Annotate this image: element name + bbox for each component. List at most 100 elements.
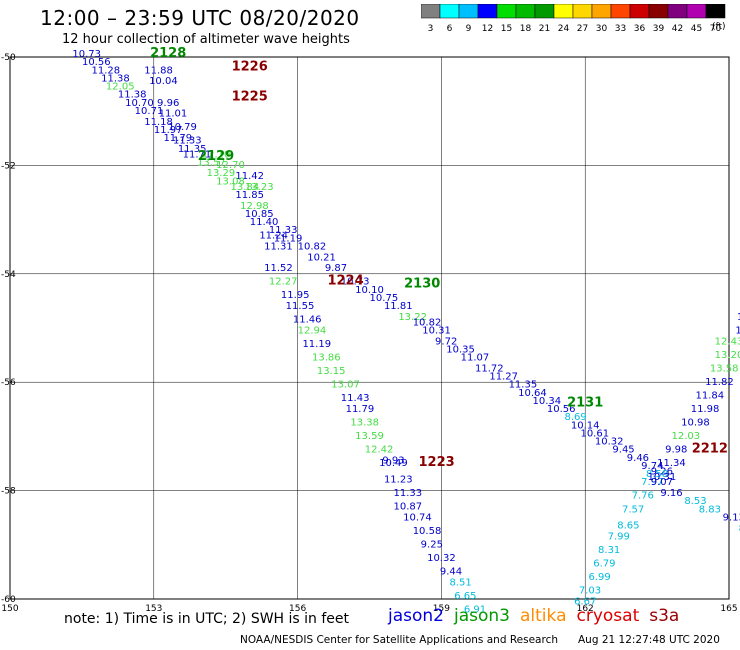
sat-jason2: jason2 <box>388 606 444 626</box>
wave-height-label: 10.04 <box>149 76 178 87</box>
wave-height-label: 8. <box>739 523 740 534</box>
wave-height-label: 13.23 <box>245 182 274 193</box>
wave-height-label: 12.94 <box>298 325 327 336</box>
wave-height-label: 11.38 <box>118 90 147 101</box>
wave-height-label: 6.91 <box>464 605 486 616</box>
color-scale-label: 3 <box>428 24 434 34</box>
x-tick-label: 159 <box>433 604 450 614</box>
wave-height-label: 9.45 <box>612 445 634 456</box>
wave-height-label: 13.20 <box>715 350 740 361</box>
wave-height-label: 11.84 <box>696 390 725 401</box>
x-tick-label: 153 <box>145 604 162 614</box>
wave-height-label: 11.38 <box>101 73 130 84</box>
wave-height-label: 11.40 <box>250 217 279 228</box>
wave-height-label: 11.28 <box>92 65 121 76</box>
wave-height-label: 9.13 <box>723 512 740 523</box>
color-scale-label: 9 <box>466 24 472 34</box>
wave-height-label: 8.58 <box>646 469 668 480</box>
wave-height-label: 9.98 <box>665 445 687 456</box>
color-swatch <box>705 4 726 19</box>
wave-height-label: 6.67 <box>574 596 596 607</box>
wave-height-label: 10.49 <box>379 458 408 469</box>
sat-s3a: s3a <box>649 606 680 626</box>
wave-height-label: 11.81 <box>384 301 413 312</box>
wave-height-label: 7.57 <box>622 504 644 515</box>
chart-title: 12:00 – 23:59 UTC 08/20/2020 <box>40 6 360 30</box>
wave-height-label: 13.59 <box>355 431 384 442</box>
wave-height-label: 9.26 <box>651 466 673 477</box>
color-scale-legend: 3 6 9 12 15 18 21 24 27 30 33 36 39 42 45 70 <box>421 4 726 34</box>
wave-height-label: 11.71 <box>183 149 212 160</box>
rev-number-label: 1225 <box>232 89 268 104</box>
wave-height-label: 10.56 <box>547 404 576 415</box>
rev-number-label: 2130 <box>404 276 440 291</box>
wave-height-label: 10.98 <box>681 418 710 429</box>
wave-height-label: 11.35 <box>178 144 207 155</box>
wave-height-label: 10.79 <box>168 122 197 133</box>
wave-height-label: 11.27 <box>489 371 518 382</box>
wave-height-label: 10.73 <box>72 49 101 60</box>
color-scale-label: 42 <box>672 24 683 34</box>
wave-height-label: 11.23 <box>384 474 413 485</box>
wave-height-label: 10.87 <box>394 502 423 513</box>
wave-height-label: 11.42 <box>235 171 264 182</box>
wave-height-label: 11.19 <box>274 233 303 244</box>
wave-height-label: 12.70 <box>216 160 245 171</box>
wave-height-label: 10.34 <box>533 396 562 407</box>
wave-height-label: 13.86 <box>312 353 341 364</box>
wave-height-label: 8.53 <box>684 496 706 507</box>
wave-height-label: 10.64 <box>518 388 547 399</box>
footer-note: note: 1) Time is in UTC; 2) SWH is in fe… <box>64 611 350 627</box>
wave-height-label: 11.79 <box>346 404 375 415</box>
wave-height-label: 9.74 <box>641 461 663 472</box>
y-tick-label: -52 <box>1 161 16 171</box>
rev-number-label: 2212 <box>692 442 728 457</box>
satellite-legend: jason2 jason3 altika cryosat s3a <box>388 606 689 626</box>
y-tick-label: -50 <box>1 53 16 63</box>
rev-number-label: 1226 <box>232 60 268 75</box>
rev-number-label: 2129 <box>198 149 234 164</box>
wave-height-label: 10.32 <box>427 553 456 564</box>
wave-height-label: 10.61 <box>580 428 609 439</box>
footer-credit: NOAA/NESDIS Center for Satellite Applica… <box>240 634 558 646</box>
wave-height-label: 6.99 <box>588 572 610 583</box>
wave-height-label: 11.55 <box>286 301 315 312</box>
wave-height-label: 9.07 <box>651 477 673 488</box>
wave-height-label: 7.03 <box>579 586 601 597</box>
wave-height-label: 12.05 <box>106 82 135 93</box>
wave-height-label: 13.57 <box>197 157 226 168</box>
wave-height-label: 8.65 <box>617 521 639 532</box>
wave-height-label: 10.82 <box>413 317 442 328</box>
wave-height-label: 7.76 <box>632 491 654 502</box>
wave-height-label: 11.01 <box>159 109 188 120</box>
wave-height-label: 11.72 <box>475 363 504 374</box>
wave-height-label: 10.10 <box>355 285 384 296</box>
wave-height-label: 11.82 <box>705 377 734 388</box>
plot-frame <box>9 56 730 600</box>
wave-height-label: 7.97 <box>641 477 663 488</box>
wave-height-label: 11.43 <box>341 393 370 404</box>
rev-number-label: 1223 <box>419 455 455 470</box>
sat-cryosat: cryosat <box>576 606 640 626</box>
wave-height-label: 11.52 <box>264 263 293 274</box>
x-tick-label: 162 <box>577 604 594 614</box>
wave-height-label: 9.25 <box>421 540 443 551</box>
color-scale-label: 33 <box>615 24 626 34</box>
wave-height-label: 11.34 <box>657 458 686 469</box>
color-scale-label: 21 <box>539 24 550 34</box>
wave-height-label: 13.15 <box>317 366 346 377</box>
x-tick-label: 156 <box>289 604 306 614</box>
wave-height-label: 10.58 <box>413 526 442 537</box>
wave-height-label: 12.42 <box>365 445 394 456</box>
wave-height-label: 9.46 <box>627 453 649 464</box>
color-scale-label: 6 <box>447 24 453 34</box>
wave-height-label: 10.32 <box>595 437 624 448</box>
wave-height-label: 13.22 <box>398 312 427 323</box>
wave-height-label: 7.99 <box>608 531 630 542</box>
wave-height-label: 11.24 <box>259 231 288 242</box>
wave-height-label: 10.71 <box>135 106 164 117</box>
wave-height-label: 12.10 <box>202 149 231 160</box>
wave-height-label: 10.21 <box>307 252 336 263</box>
color-scale-label: 15 <box>501 24 512 34</box>
